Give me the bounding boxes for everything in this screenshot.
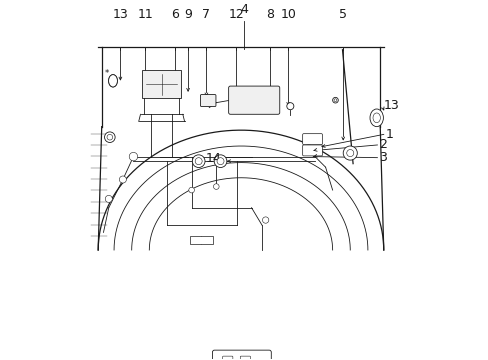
Text: 13: 13 bbox=[112, 8, 128, 21]
Text: 13: 13 bbox=[383, 99, 399, 112]
Text: 8: 8 bbox=[265, 8, 273, 21]
Ellipse shape bbox=[372, 113, 380, 123]
FancyBboxPatch shape bbox=[200, 95, 216, 107]
Text: 11: 11 bbox=[137, 8, 153, 21]
Circle shape bbox=[346, 149, 353, 157]
Text: 4: 4 bbox=[240, 3, 248, 15]
Circle shape bbox=[129, 152, 138, 161]
Circle shape bbox=[107, 134, 112, 140]
Circle shape bbox=[217, 158, 224, 165]
FancyBboxPatch shape bbox=[240, 356, 250, 360]
FancyBboxPatch shape bbox=[222, 356, 232, 360]
Circle shape bbox=[214, 155, 226, 167]
Ellipse shape bbox=[108, 75, 117, 87]
Circle shape bbox=[105, 195, 112, 202]
Circle shape bbox=[119, 176, 126, 183]
FancyBboxPatch shape bbox=[212, 350, 271, 360]
Circle shape bbox=[192, 155, 204, 167]
Circle shape bbox=[188, 187, 194, 193]
Bar bbox=[189, 236, 212, 244]
Text: 2: 2 bbox=[378, 139, 386, 152]
Circle shape bbox=[332, 97, 338, 103]
Text: 12: 12 bbox=[228, 8, 244, 21]
Circle shape bbox=[333, 99, 336, 102]
Circle shape bbox=[195, 158, 202, 165]
Text: 7: 7 bbox=[202, 8, 210, 21]
Ellipse shape bbox=[369, 109, 383, 127]
Text: 6: 6 bbox=[170, 8, 178, 21]
Ellipse shape bbox=[108, 75, 117, 87]
Text: 5: 5 bbox=[339, 8, 346, 21]
Circle shape bbox=[262, 217, 268, 223]
Circle shape bbox=[286, 103, 293, 110]
Text: 3: 3 bbox=[378, 151, 386, 164]
FancyBboxPatch shape bbox=[302, 145, 322, 156]
Text: 10: 10 bbox=[280, 8, 296, 21]
FancyBboxPatch shape bbox=[228, 86, 279, 114]
Circle shape bbox=[104, 132, 115, 143]
Circle shape bbox=[343, 146, 357, 160]
Circle shape bbox=[213, 184, 219, 189]
Text: 1: 1 bbox=[385, 128, 392, 141]
Text: 14: 14 bbox=[205, 152, 221, 165]
Text: 9: 9 bbox=[184, 8, 192, 21]
Text: *: * bbox=[104, 69, 109, 78]
FancyBboxPatch shape bbox=[302, 134, 322, 145]
Bar bbox=[142, 70, 181, 98]
